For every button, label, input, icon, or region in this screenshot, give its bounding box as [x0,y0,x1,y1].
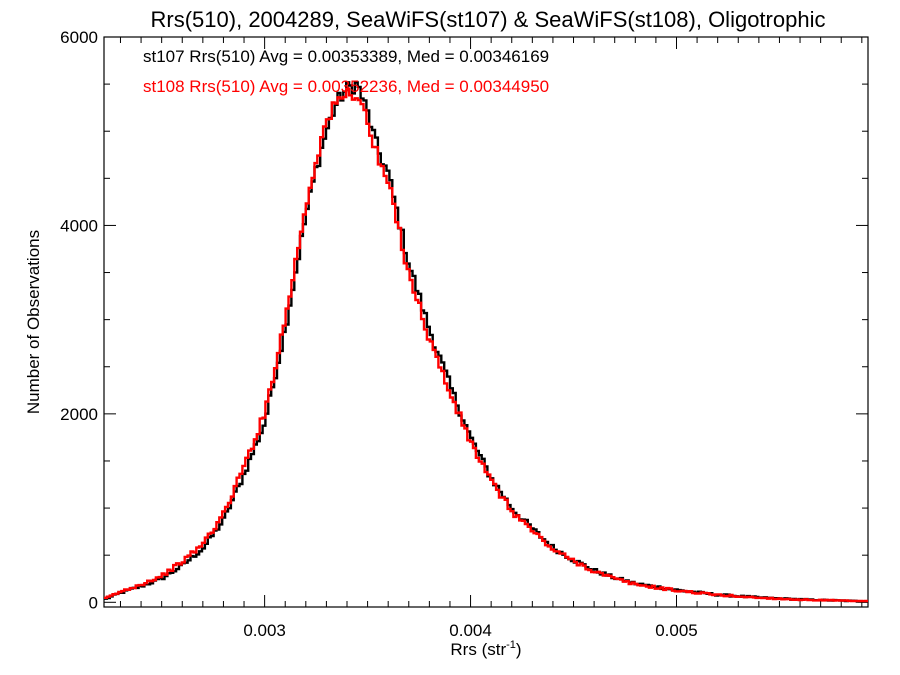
x-axis-label: Rrs (str-1) [450,639,521,659]
y-tick-label: 6000 [60,28,98,47]
axis-ticks [104,36,868,607]
series-layer [104,81,868,603]
plot-area [103,36,869,608]
x-axis-label-end: ) [516,640,522,659]
series-st108-line [104,87,868,603]
x-axis-label-superscript: -1 [506,639,516,651]
series-st107-line [104,81,868,603]
x-tick-label: 0.004 [449,621,492,640]
x-axis-label-main: Rrs (str [450,640,506,659]
x-tick-label: 0.003 [243,621,286,640]
y-axis-label: Number of Observations [24,230,43,414]
series-st107-annotation: st107 Rrs(510) Avg = 0.00353389, Med = 0… [143,47,549,66]
x-tick-label: 0.005 [655,621,698,640]
y-tick-label: 2000 [60,405,98,424]
y-tick-label: 4000 [60,216,98,235]
y-tick-label: 0 [89,593,98,612]
y-tick-labels: 0 2000 4000 6000 [60,28,98,612]
x-tick-labels: 0.003 0.004 0.005 [243,621,697,640]
plot-frame [103,36,869,608]
chart-title: Rrs(510), 2004289, SeaWiFS(st107) & SeaW… [151,7,826,32]
series-st108-annotation: st108 Rrs(510) Avg = 0.00352236, Med = 0… [143,77,549,96]
